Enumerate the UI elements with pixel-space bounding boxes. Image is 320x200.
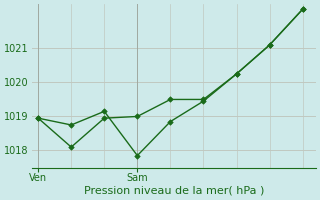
X-axis label: Pression niveau de la mer( hPa ): Pression niveau de la mer( hPa ) [84, 186, 264, 196]
